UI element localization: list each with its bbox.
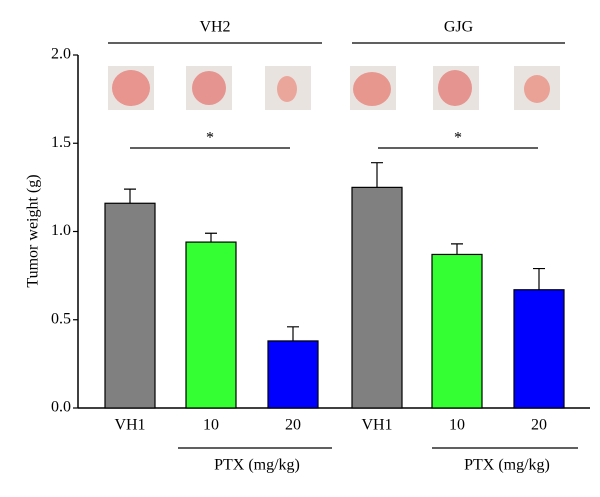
y-tick-label: 1.0 xyxy=(51,222,71,239)
significance-label: * xyxy=(454,130,462,147)
significance-label: * xyxy=(206,130,214,147)
tumor xyxy=(524,75,550,103)
y-tick-label: 0.5 xyxy=(51,310,71,327)
x-tick-label: 10 xyxy=(203,417,219,434)
tumor xyxy=(112,70,150,106)
error-bar xyxy=(124,188,136,204)
error-bar xyxy=(205,232,217,243)
group-label: VH2 xyxy=(199,19,230,36)
tumor xyxy=(192,71,226,105)
bar xyxy=(351,186,403,409)
bar xyxy=(431,253,483,409)
tumor xyxy=(353,72,391,106)
tumor-images xyxy=(108,66,560,110)
y-tick-label: 0.0 xyxy=(51,399,71,416)
group-label: GJG xyxy=(444,19,474,36)
bar xyxy=(267,340,319,409)
bar xyxy=(513,289,565,409)
y-tick-label: 1.5 xyxy=(51,134,71,151)
y-axis-label: Tumor weight (g) xyxy=(25,174,42,287)
error-bar xyxy=(451,243,463,255)
bar xyxy=(104,202,156,409)
dose-label: PTX (mg/kg) xyxy=(214,457,300,474)
x-tick-label: VH1 xyxy=(114,417,145,434)
x-tick-label: 10 xyxy=(449,417,465,434)
error-bar xyxy=(371,162,383,188)
x-tick-label: 20 xyxy=(285,417,301,434)
tumor xyxy=(438,70,472,106)
x-tick-label: 20 xyxy=(531,417,547,434)
dose-label: PTX (mg/kg) xyxy=(464,457,550,474)
bar xyxy=(185,241,237,409)
error-bar xyxy=(287,326,299,341)
tumor xyxy=(277,76,297,102)
x-tick-label: VH1 xyxy=(361,417,392,434)
y-tick-label: 2.0 xyxy=(51,46,71,63)
error-bar xyxy=(533,267,545,290)
